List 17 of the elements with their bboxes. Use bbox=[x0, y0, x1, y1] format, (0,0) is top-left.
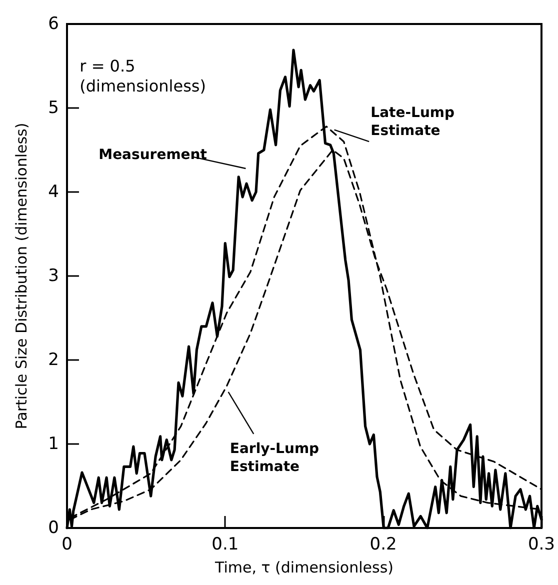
series-label: Late-Lump Estimate bbox=[370, 104, 455, 139]
y-tick-label: 0 bbox=[48, 518, 59, 538]
text: Measurement bbox=[98, 146, 208, 163]
y-tick-label: 5 bbox=[48, 98, 59, 118]
x-tick-label: 0.1 bbox=[212, 534, 239, 554]
x-tick-label: 0.2 bbox=[370, 534, 397, 554]
x-axis-title: Time, τ (dimensionless) bbox=[214, 558, 394, 576]
x-tick-label: 0 bbox=[62, 534, 72, 554]
y-tick-label: 2 bbox=[48, 350, 59, 370]
y-axis-title: Particle Size Distribution (dimensionless) bbox=[12, 122, 30, 430]
annotation: r = 0.5 (dimensionless) bbox=[80, 56, 206, 96]
text: Early-Lump Estimate bbox=[230, 440, 320, 475]
y-tick-label: 1 bbox=[48, 434, 59, 454]
x-tick-label: 0.3 bbox=[528, 534, 556, 554]
y-tick-label: 4 bbox=[48, 182, 59, 202]
y-tick-label: 6 bbox=[48, 14, 59, 34]
y-tick-label: 3 bbox=[48, 266, 59, 286]
